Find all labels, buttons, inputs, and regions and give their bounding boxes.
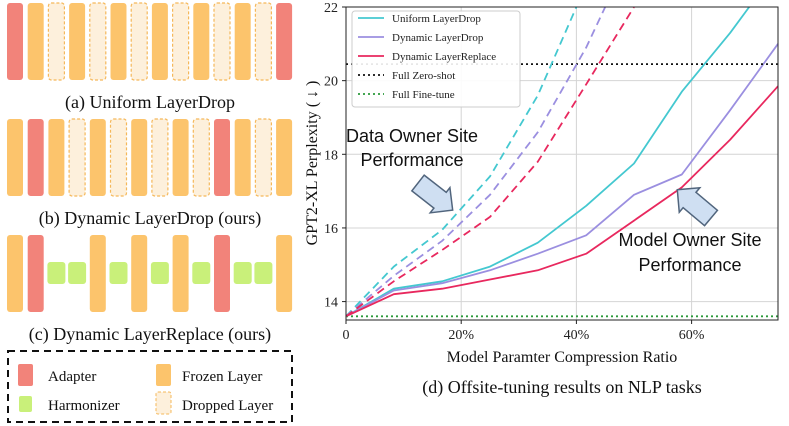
harmonizer bbox=[254, 262, 273, 284]
chart-legend: Uniform LayerDrop Dynamic LayerDrop Dynami… bbox=[351, 10, 521, 108]
harmonizer bbox=[150, 262, 169, 284]
data-owner-annotation: Data Owner Site Performance bbox=[346, 126, 478, 214]
data-owner-line1: Data Owner Site bbox=[346, 126, 478, 146]
adapter-layer bbox=[214, 235, 230, 312]
frozen-layer bbox=[7, 119, 23, 196]
y-tick-label: 20 bbox=[324, 75, 338, 90]
legend-label: Dynamic LayerDrop bbox=[392, 32, 484, 44]
x-tick-label: 60% bbox=[679, 328, 705, 343]
adapter-label: Adapter bbox=[48, 369, 96, 385]
x-tick-label: 0 bbox=[343, 328, 350, 343]
dynamic_replace-data-owner-line bbox=[345, 6, 635, 318]
harmonizer-label: Harmonizer bbox=[48, 398, 120, 414]
dropped-layer bbox=[109, 118, 128, 197]
frozen-label: Frozen Layer bbox=[182, 369, 262, 385]
frozen-swatch bbox=[156, 364, 171, 386]
chart-legend-box bbox=[351, 10, 521, 108]
dropped-swatch bbox=[155, 391, 172, 415]
model-owner-annotation: Model Owner Site Performance bbox=[618, 186, 762, 275]
model-owner-line2: Performance bbox=[638, 255, 741, 275]
harmonizer bbox=[192, 262, 211, 284]
dynamic_drop-data-owner-line bbox=[345, 6, 607, 317]
frozen-layer bbox=[131, 235, 148, 312]
frozen-layer bbox=[7, 235, 23, 312]
dropped-layer bbox=[254, 2, 272, 81]
frozen-layer bbox=[89, 119, 106, 196]
caption-uniform-layerdrop: (a) Uniform LayerDrop bbox=[65, 92, 235, 113]
harmonizer-swatch bbox=[19, 396, 32, 412]
data-owner-line2: Performance bbox=[360, 150, 463, 170]
harmonizer bbox=[233, 262, 252, 284]
legend-label: Full Fine-tune bbox=[392, 89, 455, 101]
dropped-label: Dropped Layer bbox=[182, 398, 273, 414]
frozen-layer bbox=[151, 3, 168, 80]
schematic-panel-c: (c) Dynamic LayerReplace (ours) bbox=[7, 235, 293, 345]
frozen-layer bbox=[69, 3, 86, 80]
dropped-layer bbox=[47, 2, 66, 81]
dropped-layer bbox=[254, 118, 272, 197]
y-tick-label: 14 bbox=[324, 296, 338, 311]
dynamic-layerdrop-line bbox=[345, 43, 779, 318]
down-right-arrow-icon bbox=[410, 174, 454, 214]
frozen-layer bbox=[131, 119, 148, 196]
up-left-arrow-icon bbox=[676, 186, 719, 227]
frozen-layer bbox=[276, 119, 293, 196]
y-tick-label: 18 bbox=[324, 148, 338, 163]
frozen-layer bbox=[110, 3, 127, 80]
frozen-layer bbox=[172, 119, 189, 196]
dynamic-layerreplace-line bbox=[345, 85, 779, 318]
adapter-layer bbox=[276, 3, 293, 80]
dropped-layer bbox=[192, 118, 210, 197]
dropped-layer bbox=[151, 118, 169, 197]
dropped-layer bbox=[68, 118, 86, 197]
layer-row-uniform bbox=[7, 2, 293, 81]
frozen-layer bbox=[193, 3, 210, 80]
frozen-layer bbox=[27, 3, 44, 80]
x-axis-label: Model Paramter Compression Ratio bbox=[447, 349, 678, 366]
adapter-layer bbox=[7, 3, 23, 80]
frozen-layer bbox=[89, 235, 106, 312]
layer-legend-border bbox=[7, 350, 293, 423]
adapter-layer bbox=[214, 119, 230, 196]
x-tick-label: 20% bbox=[448, 328, 474, 343]
y-ticks: 14 16 18 20 22 bbox=[324, 1, 346, 311]
adapter-layer bbox=[27, 119, 44, 196]
layer-row-dynamic-replace bbox=[7, 235, 293, 312]
perplexity-chart: 0 20% 40% 60% 14 16 18 20 22 Model Paramter Com… bbox=[304, 1, 779, 398]
plot-frame bbox=[345, 6, 779, 321]
harmonizer bbox=[47, 262, 66, 284]
dropped-layer bbox=[89, 2, 107, 81]
frozen-layer bbox=[276, 235, 293, 312]
x-ticks: 0 20% 40% 60% bbox=[343, 320, 705, 343]
dropped-layer bbox=[130, 2, 148, 81]
layer-row-dynamic-drop bbox=[7, 118, 293, 197]
y-tick-label: 16 bbox=[324, 222, 338, 237]
legend-label: Full Zero-shot bbox=[392, 70, 455, 82]
adapter-layer bbox=[27, 235, 44, 312]
uniform-data-owner-line bbox=[345, 6, 578, 317]
caption-dynamic-layerdrop: (b) Dynamic LayerDrop (ours) bbox=[39, 208, 261, 229]
frozen-layer bbox=[172, 235, 189, 312]
frozen-layer bbox=[234, 3, 251, 80]
y-tick-label: 22 bbox=[324, 1, 338, 16]
adapter-swatch bbox=[18, 364, 33, 386]
caption-dynamic-layerreplace: (c) Dynamic LayerReplace (ours) bbox=[29, 324, 271, 345]
harmonizer bbox=[68, 262, 87, 284]
x-tick-label: 40% bbox=[564, 328, 590, 343]
y-axis-label: GPT2-XL Perplexity ( ↓ ) bbox=[304, 81, 321, 246]
schematic-panel-b: (b) Dynamic LayerDrop (ours) bbox=[7, 118, 293, 229]
schematic-panel-a: (a) Uniform LayerDrop bbox=[7, 2, 293, 113]
chart-caption: (d) Offsite-tuning results on NLP tasks bbox=[422, 377, 701, 398]
layer-legend: Adapter Frozen Layer Harmonizer Dropped … bbox=[7, 350, 293, 423]
legend-label: Dynamic LayerReplace bbox=[392, 51, 496, 63]
dropped-layer bbox=[213, 2, 231, 81]
harmonizer bbox=[109, 262, 128, 284]
frozen-layer bbox=[48, 119, 65, 196]
frozen-layer bbox=[234, 119, 251, 196]
legend-label: Uniform LayerDrop bbox=[392, 13, 481, 25]
dropped-layer bbox=[172, 2, 190, 81]
model-owner-line1: Model Owner Site bbox=[618, 230, 761, 250]
uniform-layerdrop-line bbox=[345, 6, 750, 318]
